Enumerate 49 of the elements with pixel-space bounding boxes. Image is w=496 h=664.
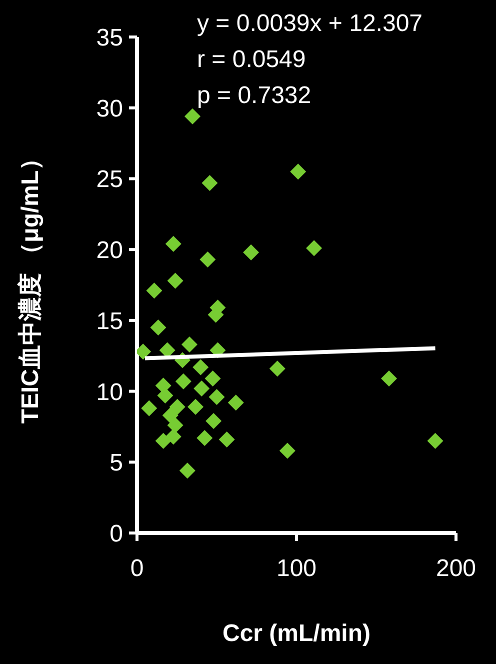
point (306, 240, 322, 256)
point (179, 462, 196, 479)
point (167, 417, 184, 434)
point (175, 373, 192, 390)
point (427, 432, 444, 449)
y-tick-label: 25 (96, 166, 123, 194)
annotation: r = 0.0549 (197, 45, 307, 75)
x-tick-label: 0 (130, 555, 144, 582)
point (165, 236, 182, 252)
point (204, 370, 221, 387)
point (228, 394, 244, 411)
point (188, 398, 204, 415)
point (181, 336, 198, 353)
point (157, 388, 174, 404)
point (243, 244, 260, 260)
point (381, 370, 398, 387)
y-axis-title: TEIC血中濃度 （μg/mL） (16, 146, 45, 424)
point (141, 400, 158, 416)
point (208, 388, 225, 405)
y-tick-label: 5 (110, 450, 123, 477)
y-tick-label: 30 (96, 95, 123, 122)
x-tick-label: 200 (436, 555, 476, 582)
y-tick-label: 35 (96, 24, 123, 52)
point (194, 380, 210, 396)
point (202, 174, 218, 191)
point (206, 413, 222, 430)
annotation: y = 0.0039x + 12.307 (197, 9, 423, 39)
y-tick-label: 0 (110, 520, 123, 548)
point (200, 251, 216, 268)
point (196, 430, 213, 446)
point (155, 432, 172, 449)
point (162, 407, 178, 424)
y-tick-label: 10 (96, 378, 123, 406)
point (192, 359, 209, 376)
point (167, 272, 184, 289)
point (184, 108, 201, 124)
point (165, 428, 182, 445)
point (169, 398, 186, 415)
point (218, 431, 235, 448)
point (150, 320, 166, 336)
point (269, 360, 286, 377)
x-tick-label: 100 (276, 555, 317, 582)
point (279, 442, 296, 459)
y-tick-label: 15 (96, 308, 123, 335)
point (146, 282, 162, 299)
point (290, 164, 306, 180)
y-tick-label: 20 (96, 237, 123, 264)
x-axis-title: Ccr (mL/min) (222, 620, 370, 647)
annotation: p = 0.7332 (197, 81, 312, 111)
